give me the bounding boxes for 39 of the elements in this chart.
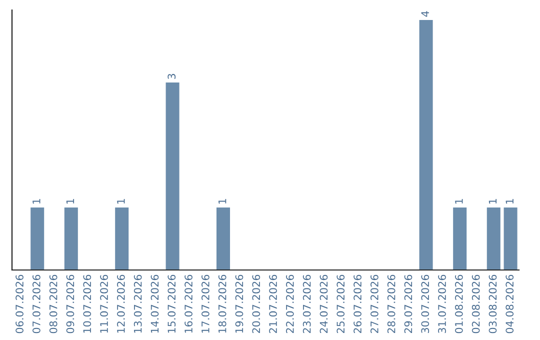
x-tick-label: 25.07.2026 bbox=[336, 274, 345, 334]
x-tick-label: 09.07.2026 bbox=[66, 274, 74, 334]
data-label: 1 bbox=[117, 199, 125, 204]
x-tick-label: 31.07.2026 bbox=[438, 274, 446, 334]
data-label: 1 bbox=[32, 199, 40, 204]
data-label: 1 bbox=[455, 199, 463, 204]
x-tick-label: 11.07.2026 bbox=[100, 274, 108, 333]
x-tick-label: 23.07.2026 bbox=[302, 274, 311, 334]
x-tick-label: 15.07.2026 bbox=[168, 274, 176, 333]
x-tick-label: 26.07.2026 bbox=[354, 274, 362, 334]
data-label: 1 bbox=[506, 199, 514, 204]
x-tick-label: 17.07.2026 bbox=[201, 274, 210, 333]
x-tick-label: 16.07.2026 bbox=[184, 274, 192, 333]
x-tick-label: 01.08.2026 bbox=[454, 274, 463, 334]
x-tick-label: 10.07.2026 bbox=[83, 274, 92, 333]
x-tick-label: 03.08.2026 bbox=[488, 274, 497, 334]
x-tick-label: 06.07.2026 bbox=[16, 274, 24, 334]
data-label: 1 bbox=[488, 199, 497, 204]
x-tick-label: 19.07.2026 bbox=[235, 274, 244, 333]
x-tick-label: 12.07.2026 bbox=[116, 274, 125, 333]
x-tick-label: 28.07.2026 bbox=[387, 274, 396, 334]
x-tick-label: 20.07.2026 bbox=[252, 274, 260, 334]
x-tick-label: 14.07.2026 bbox=[150, 274, 159, 333]
x-tick-label: 21.07.2026 bbox=[269, 274, 277, 334]
data-label: 1 bbox=[218, 199, 226, 204]
x-tick-label: 13.07.2026 bbox=[134, 274, 142, 333]
x-tick-label: 30.07.2026 bbox=[421, 274, 430, 334]
x-tick-label: 24.07.2026 bbox=[320, 274, 328, 334]
x-tick-label: 07.07.2026 bbox=[32, 274, 40, 334]
x-tick-label: 04.08.2026 bbox=[506, 274, 514, 334]
x-tick-label: 27.07.2026 bbox=[370, 274, 378, 334]
x-tick-label: 02.08.2026 bbox=[472, 274, 480, 334]
x-tick-label: 08.07.2026 bbox=[49, 274, 58, 334]
data-label: 1 bbox=[66, 199, 74, 204]
x-tick-label: 22.07.2026 bbox=[286, 274, 294, 334]
x-tick-label: 18.07.2026 bbox=[218, 274, 226, 333]
x-tick-label: 29.07.2026 bbox=[404, 274, 412, 334]
data-label: 4 bbox=[421, 11, 429, 17]
data-label: 3 bbox=[168, 74, 176, 79]
